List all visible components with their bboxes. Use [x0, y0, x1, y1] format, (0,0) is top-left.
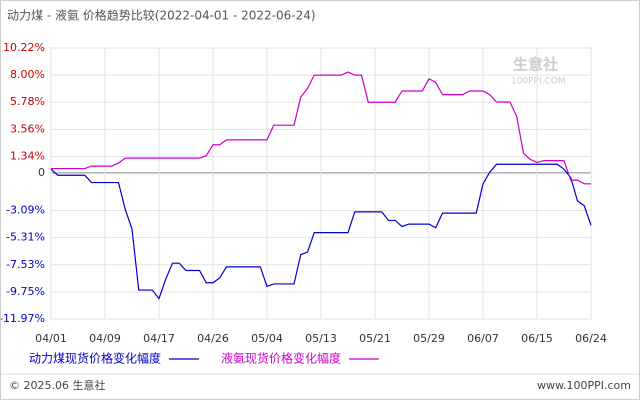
x-tick-label: 06/15: [521, 332, 553, 345]
y-tick-label: 1.34%: [10, 149, 45, 162]
x-tick-label: 06/24: [575, 332, 607, 345]
legend-label: 液氨现货价格变化幅度: [221, 351, 341, 366]
y-tick-label: 0: [38, 166, 45, 179]
watermark-name: 生意社: [513, 56, 558, 74]
watermark-site: 100PPI.COM: [511, 77, 566, 87]
x-tick-label: 04/09: [89, 332, 121, 345]
y-tick-label: -11.97%: [1, 312, 45, 325]
footer-url: www.100PPI.com: [537, 379, 631, 392]
x-tick-label: 05/21: [359, 332, 391, 345]
x-tick-label: 05/13: [305, 332, 337, 345]
y-tick-label: -3.09%: [6, 204, 45, 217]
chart-title: 动力煤 - 液氨 价格趋势比较(2022-04-01 - 2022-06-24): [7, 8, 316, 23]
x-tick-label: 05/04: [251, 332, 283, 345]
y-tick-label: 8.00%: [10, 68, 45, 81]
x-tick-label: 05/29: [413, 332, 445, 345]
y-tick-label: 3.56%: [10, 122, 45, 135]
y-tick-label: 10.22%: [3, 41, 45, 54]
y-tick-label: 5.78%: [10, 95, 45, 108]
x-tick-label: 04/17: [143, 332, 175, 345]
x-tick-label: 04/01: [35, 332, 67, 345]
legend-label: 动力煤现货价格变化幅度: [29, 351, 161, 366]
series-line: [51, 71, 591, 185]
y-tick-label: -5.31%: [6, 231, 45, 244]
series-line: [50, 163, 592, 300]
y-tick-label: -9.75%: [6, 285, 45, 298]
x-tick-label: 06/07: [467, 332, 499, 345]
y-tick-label: -7.53%: [6, 258, 45, 271]
x-tick-label: 04/26: [197, 332, 229, 345]
footer-copyright: © 2025.06 生意社: [9, 378, 105, 392]
